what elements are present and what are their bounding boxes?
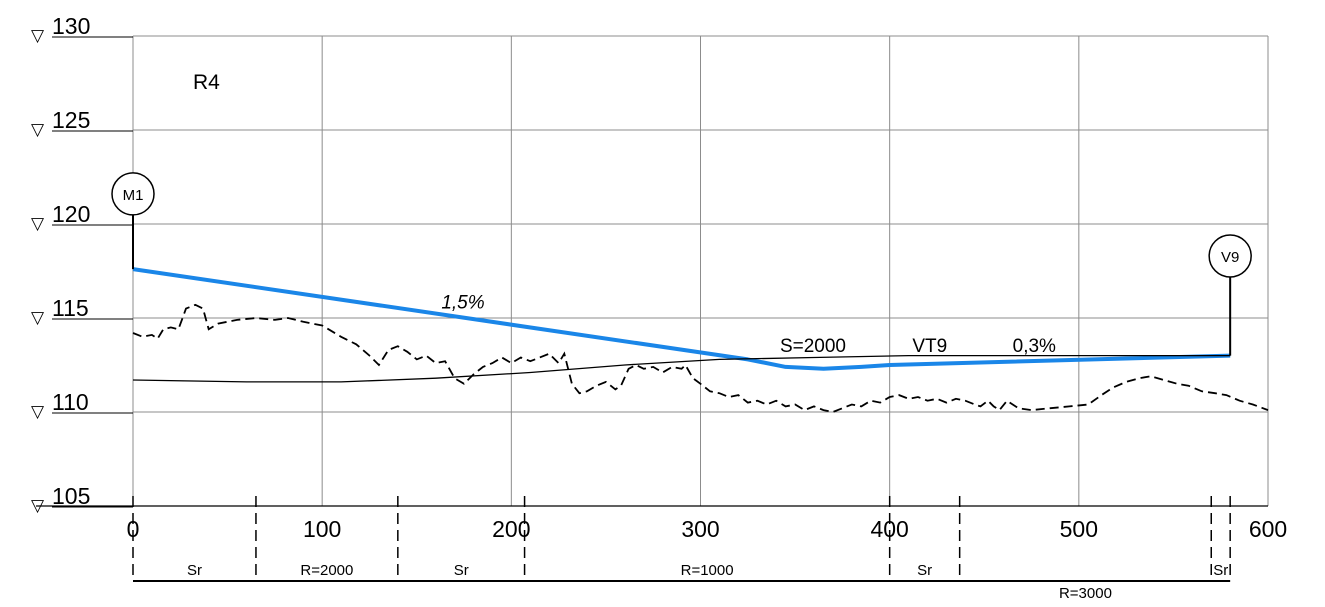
- y-tick-label: 110: [52, 389, 89, 415]
- station-label: M1: [123, 187, 144, 204]
- annotation-label: VT9: [912, 336, 947, 357]
- x-tick-label: 0: [127, 516, 140, 542]
- series-ground-profile: [132, 303, 1269, 413]
- y-tick-label: 120: [52, 201, 90, 227]
- annotation-label: 0,3%: [1013, 336, 1056, 357]
- level-marker-icon: ▽: [31, 120, 45, 139]
- alignment-segment-label: Sr: [917, 562, 932, 579]
- alignment-segment-label: Sr: [1213, 562, 1228, 579]
- x-tick-label: 100: [303, 516, 341, 542]
- level-marker-icon: ▽: [31, 402, 45, 421]
- level-marker-icon: ▽: [31, 308, 45, 327]
- x-tick-label: 600: [1249, 516, 1287, 542]
- y-tick-label: 115: [52, 295, 89, 321]
- annotation-label: 1,5%: [441, 293, 484, 314]
- station-label: V9: [1221, 249, 1239, 266]
- annotation-label: S=2000: [780, 336, 846, 357]
- route-label: R4: [193, 71, 220, 94]
- level-marker-icon: ▽: [31, 496, 45, 515]
- x-tick-label: 500: [1060, 516, 1098, 542]
- series-reference-curve: [132, 354, 1231, 383]
- station-marker: [111, 172, 155, 216]
- alignment-segment-label: R=3000: [1059, 585, 1112, 602]
- alignment-segment-label: R=2000: [300, 562, 353, 579]
- grid: [133, 35, 1269, 506]
- station-marker: [1208, 234, 1252, 278]
- x-tick-label: 300: [681, 516, 719, 542]
- level-marker-icon: ▽: [31, 26, 45, 45]
- alignment-segment-label: Sr: [187, 562, 202, 579]
- y-tick-label: 130: [52, 13, 90, 39]
- y-tick-label: 125: [52, 107, 90, 133]
- alignment-segment-label: R=1000: [681, 562, 734, 579]
- alignment-segment-label: Sr: [454, 562, 469, 579]
- series-design-grade: [132, 267, 1231, 371]
- level-marker-icon: ▽: [31, 214, 45, 233]
- y-tick-label: 105: [52, 483, 90, 509]
